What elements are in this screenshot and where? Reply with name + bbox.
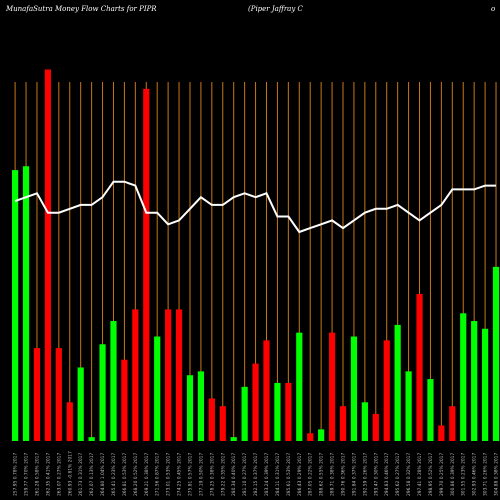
x-tick-label: 296.58 0.32% 2017 [406,453,412,496]
bar [361,402,368,441]
x-tick-label: 297.41 0.28% 2017 [417,453,423,496]
bar [219,406,226,441]
x-tick-label: 281.10 0.27% 2017 [242,453,248,496]
bar [307,433,314,441]
x-tick-label: 274.25 0.45% 2017 [177,453,183,496]
bar [22,166,30,442]
x-tick-label: 287.05 0.22% 2017 [308,453,314,496]
bar [241,386,248,441]
bar [460,313,467,441]
bar [175,309,183,441]
bar [165,309,172,441]
bar [427,379,434,441]
x-tick-label: 263.07 0.27% 2017 [56,453,62,496]
bar [132,309,139,441]
bar [252,363,259,441]
x-tick-label: 273.01 0.53% 2017 [166,453,172,496]
bar [416,293,423,441]
bar [318,429,325,441]
x-tick-label: 261.73 0.31% 2017 [78,453,84,496]
x-tick-label: 291.84 0.37% 2017 [351,453,357,496]
bar-series [12,69,500,442]
bar [154,336,161,441]
x-tick-label: 278.25 0.38% 2017 [209,453,215,496]
bar [449,406,456,441]
x-tick-label: 269.21 0.38% 2017 [144,453,150,496]
x-tick-label: 303.71 0.26% 2017 [483,453,489,496]
bar [481,328,489,441]
bar [350,336,358,441]
x-tick-label: 304.88 0.38% 2017 [494,453,500,496]
bar [33,348,41,441]
bar [55,348,62,441]
bar [99,344,106,441]
x-tick-label: 295.62 0.27% 2017 [395,453,401,496]
bar [263,340,270,441]
x-tick-label: 290.76 0.36% 2017 [341,453,347,496]
x-tick-label: 298.95 0.52% 2017 [428,453,434,496]
x-tick-label: 284.11 0.31% 2017 [275,453,281,496]
bar [121,359,128,441]
bar [230,437,237,441]
bar [66,402,73,441]
bar [88,437,95,441]
x-tick-label: 293.47 0.30% 2017 [373,453,379,496]
bar [274,382,281,441]
x-tick-label: 285.61 0.53% 2017 [286,453,292,496]
bar [143,88,150,441]
line-series [14,180,496,234]
x-tick-label: 292.59 0.26% 2017 [362,453,368,496]
bar [394,324,401,441]
bar [296,332,303,441]
x-tick-label: 294.83 0.46% 2017 [384,453,390,496]
x-tick-label: 280.34 0.40% 2017 [231,453,237,496]
x-tick-label: 257.95 0.78% 2017 [13,453,19,496]
x-tick-label: 265.41 0.23% 2017 [111,453,117,496]
bar [77,367,84,441]
x-tick-label: 262.35 0.41% 2017 [45,453,51,496]
x-tick-label: 302.93 0.46% 2017 [472,453,478,496]
bar [328,332,336,441]
bar [285,382,292,441]
flow-line [14,180,496,234]
bar [471,321,478,441]
bar [208,398,215,441]
x-tick-label: 282.15 0.37% 2017 [253,453,259,496]
x-tick-label: 266.81 0.53% 2017 [122,453,128,496]
bar [186,375,194,441]
x-tick-label: 264.80 1.04% 2017 [100,453,106,496]
x-tick-label: 299.70 0.25% 2017 [439,453,445,496]
x-tick-label: 261.28 0.58% 2017 [34,453,40,496]
bar [372,413,379,441]
x-tick-label: 279.22 0.35% 2017 [220,453,226,496]
x-tick-label: 277.19 0.50% 2017 [198,453,204,496]
x-tick-label: 268.20 0.52% 2017 [133,453,139,496]
bar [44,69,51,441]
x-tick-label: 288.62 0.55% 2017 [319,453,325,496]
chart-subtitle-tail: o [491,5,496,13]
x-tick-label: 300.86 0.39% 2017 [450,453,456,496]
x-tick-label: 286.43 0.29% 2017 [297,453,303,496]
x-tick-label: 271.56 0.87% 2017 [155,453,161,496]
x-tick-label: 283.24 0.39% 2017 [264,453,270,496]
x-tick-label: 301.55 0.23% 2017 [461,453,467,496]
bar [492,266,500,441]
bar [438,425,445,441]
bar [405,371,412,441]
bar [197,371,205,441]
bar [110,321,117,441]
x-tick-label: 262.07 0.13% 2017 [89,453,95,496]
bar [383,340,390,441]
x-tick-labels: 257.95 0.78% 2017 259.77 0.70% 2017 261.28… [13,451,500,496]
chart-subtitle: (Piper Jaffray C [248,5,303,13]
x-tick-label: 259.77 0.70% 2017 [24,453,30,496]
bar [12,170,19,441]
x-tick-label: 260.93 -0.81% 2017 [67,451,73,496]
x-tick-label: 275.81 0.57% 2017 [187,453,193,496]
chart-title: MunafaSutra Money Flow Charts for PIPR [6,5,157,13]
bar [339,406,347,441]
x-tick-label: 289.71 0.38% 2017 [330,453,336,496]
